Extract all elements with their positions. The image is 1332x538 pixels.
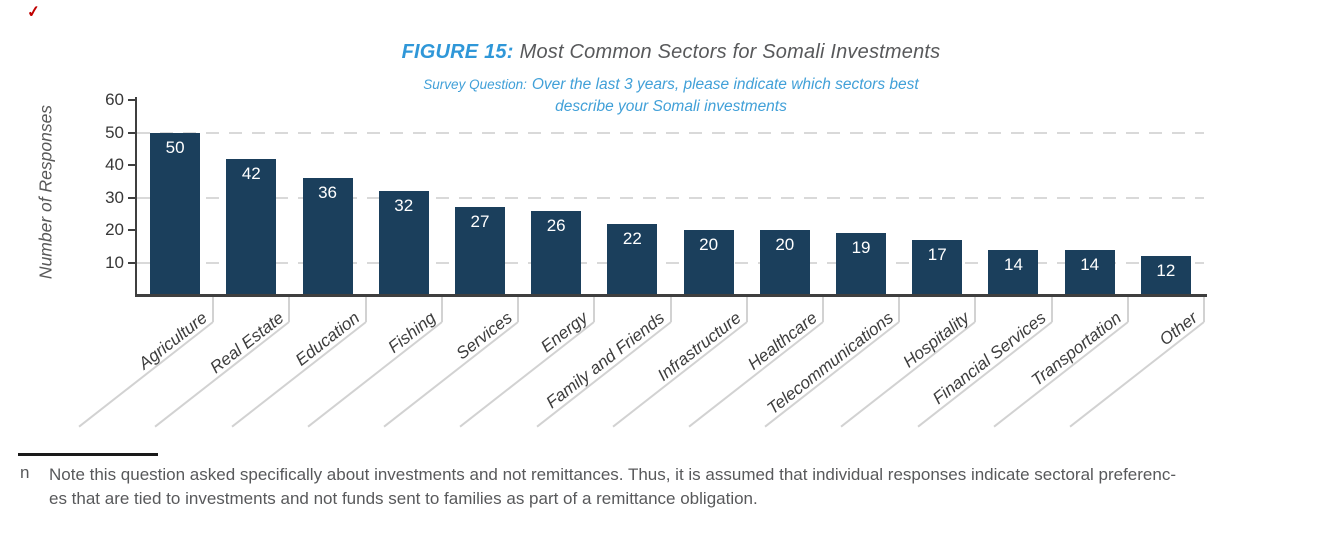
y-tick-40 (128, 164, 136, 166)
category-label-services: Services (452, 308, 516, 364)
bar-family-and-friends: 22 (607, 223, 658, 295)
bar-value-label: 12 (1156, 261, 1176, 280)
footnote-line-1: Note this question asked specifically ab… (49, 465, 1176, 484)
x-tick-13 (1126, 296, 1129, 322)
category-label-agriculture: Agriculture (135, 308, 211, 374)
survey-question-text: Over the last 3 years, please indicate w… (531, 76, 919, 93)
category-label-education: Education (291, 308, 364, 370)
x-tick-11 (974, 296, 977, 322)
y-tick-10 (128, 261, 136, 264)
bar-healthcare: 20 (759, 230, 810, 295)
bar-transportation: 14 (1064, 249, 1115, 295)
y-tick-label-50: 50 (105, 122, 124, 142)
bar-fishing: 32 (378, 191, 429, 295)
bar-real-estate: 42 (226, 158, 277, 295)
y-axis-line (135, 97, 137, 297)
x-tick-2 (288, 296, 291, 322)
x-tick-14 (1203, 296, 1205, 322)
category-label-fishing: Fishing (384, 308, 440, 357)
y-tick-label-30: 30 (105, 187, 124, 207)
chart-title: FIGURE 15: Most Common Sectors for Somali… (137, 41, 1205, 64)
bar-financial-services: 14 (988, 249, 1039, 295)
chart-subtitle-line1: Survey Question: Over the last 3 years, p… (137, 76, 1205, 94)
bar-value-label: 14 (1003, 254, 1023, 274)
figure-number-label: FIGURE 15: (401, 41, 514, 63)
x-tick-1 (212, 296, 215, 322)
category-label-infrastructure: Infrastructure (653, 308, 745, 385)
survey-question-prefix: Survey Question: (423, 77, 527, 92)
bar-services: 27 (454, 207, 505, 295)
gridline-10 (137, 261, 1204, 264)
x-tick-5 (517, 296, 520, 322)
bar-value-label: 20 (775, 235, 795, 254)
y-tick-60 (128, 99, 136, 101)
bar-other: 12 (1140, 256, 1191, 295)
bar-value-label: 22 (622, 228, 642, 248)
bar-value-label: 32 (394, 196, 414, 215)
bar-energy: 26 (531, 210, 582, 295)
bar-hospitality: 17 (912, 239, 963, 295)
bar-value-label: 14 (1080, 254, 1100, 274)
category-label-healthcare: Healthcare (743, 308, 821, 374)
bar-value-label: 27 (470, 212, 490, 232)
bar-value-label: 50 (165, 137, 185, 157)
footnote-marker: n (20, 463, 30, 482)
footnote-text: Note this question asked specifically ab… (49, 463, 1309, 511)
x-tick-6 (593, 296, 596, 322)
x-axis-line (135, 294, 1207, 297)
y-tick-20 (128, 229, 136, 231)
bar-telecommunications: 19 (836, 233, 887, 295)
y-tick-label-40: 40 (105, 155, 124, 174)
gridline-50 (137, 131, 1204, 134)
x-tick-7 (669, 296, 672, 322)
bar-infrastructure: 20 (683, 230, 734, 295)
y-tick-label-60: 60 (105, 90, 124, 109)
bar-education: 36 (302, 178, 353, 295)
y-tick-label-20: 20 (105, 220, 124, 239)
bar-agriculture: 50 (150, 132, 201, 295)
y-axis-title: Number of Responses (35, 104, 56, 280)
category-label-real-estate: Real Estate (206, 308, 287, 378)
x-tick-8 (745, 296, 748, 322)
y-tick-30 (128, 196, 136, 199)
bar-value-label: 42 (241, 163, 261, 183)
chart-title-text: Most Common Sectors for Somali Investmen… (519, 41, 941, 63)
category-label-energy: Energy (537, 308, 592, 357)
bar-value-label: 36 (318, 183, 337, 202)
gridline-30 (137, 196, 1204, 199)
x-tick-4 (440, 296, 443, 322)
category-label-hospitality: Hospitality (899, 308, 973, 372)
x-tick-12 (1050, 296, 1053, 322)
red-check-icon: ✓ (26, 3, 42, 22)
category-label-telecommunications: Telecommunications (763, 308, 897, 419)
bar-value-label: 20 (699, 235, 719, 254)
x-tick-3 (364, 296, 367, 322)
footnote-line-2: es that are tied to investments and not … (49, 489, 758, 508)
y-tick-50 (128, 131, 136, 134)
x-tick-10 (898, 296, 901, 322)
footnote-separator-rule (18, 453, 158, 456)
bar-value-label: 19 (851, 238, 871, 258)
bar-value-label: 17 (927, 244, 947, 264)
x-tick-9 (821, 296, 824, 322)
bar-value-label: 26 (546, 215, 566, 235)
chart-subtitle-line2: describe your Somali investments (555, 98, 787, 115)
y-tick-label-10: 10 (105, 252, 124, 272)
